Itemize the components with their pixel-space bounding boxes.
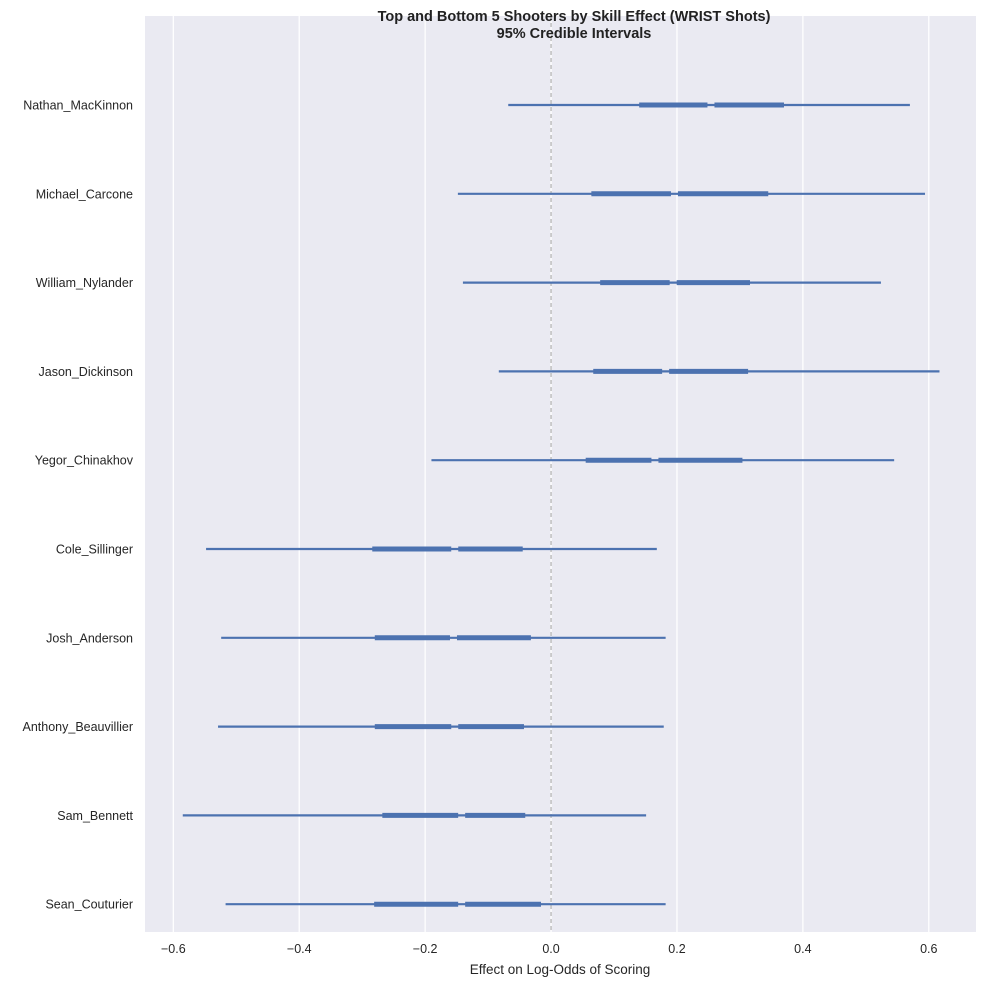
y-tick-label: Anthony_Beauvillier xyxy=(23,720,134,734)
y-tick-label: Nathan_MacKinnon xyxy=(23,99,133,113)
y-tick-label: Sam_Bennett xyxy=(57,809,133,823)
x-axis-label: Effect on Log-Odds of Scoring xyxy=(470,962,651,977)
chart-subtitle: 95% Credible Intervals xyxy=(497,26,652,42)
y-tick-label: Yegor_Chinakhov xyxy=(35,454,134,468)
y-tick-label: Josh_Anderson xyxy=(46,631,133,645)
x-tick-label: 0.4 xyxy=(794,942,811,956)
x-tick-label: −0.4 xyxy=(287,942,312,956)
x-tick-label: 0.2 xyxy=(668,942,685,956)
y-tick-label: Jason_Dickinson xyxy=(39,365,134,379)
chart-title: Top and Bottom 5 Shooters by Skill Effec… xyxy=(378,9,771,25)
y-tick-label: Sean_Couturier xyxy=(45,898,133,912)
x-tick-label: 0.0 xyxy=(542,942,559,956)
plot-background xyxy=(145,16,976,932)
x-tick-label: 0.6 xyxy=(920,942,937,956)
grid-lines xyxy=(172,16,930,932)
intervals xyxy=(182,102,940,907)
x-tick-labels: −0.6 −0.4 −0.2 0.0 0.2 0.4 0.6 xyxy=(161,942,938,956)
x-tick-label: −0.2 xyxy=(413,942,438,956)
y-tick-label: Cole_Sillinger xyxy=(56,543,133,557)
x-tick-label: −0.6 xyxy=(161,942,186,956)
y-tick-label: Michael_Carcone xyxy=(36,187,133,201)
y-tick-labels: Nathan_MacKinnon Michael_Carcone William_N… xyxy=(23,99,134,912)
y-tick-label: William_Nylander xyxy=(36,276,133,290)
